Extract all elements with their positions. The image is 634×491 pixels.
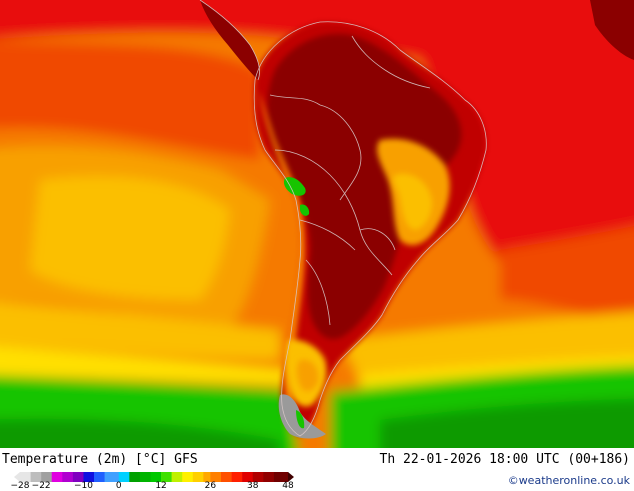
legend-tick-label: 26: [204, 481, 217, 491]
legend-arrow-right: [288, 472, 294, 482]
central-america-landmass: [200, 0, 634, 80]
map-canvas: [0, 0, 634, 448]
legend-tick-label: 48: [282, 481, 294, 491]
legend-swatch: [104, 472, 120, 482]
legend-swatch: [51, 472, 63, 482]
legend-swatch: [273, 472, 289, 482]
legend-tick-label: 12: [155, 481, 167, 491]
legend-swatch: [139, 472, 151, 482]
legend-tick-label: 0: [115, 481, 122, 491]
legend-tick-label: −28: [10, 481, 30, 491]
legend-swatch: [210, 472, 222, 482]
credit-link[interactable]: ©weatheronline.co.uk: [507, 474, 630, 487]
valid-time: Th 22-01-2026 18:00 UTC (00+186): [379, 452, 630, 467]
legend-swatch: [221, 472, 232, 482]
legend-swatch: [83, 472, 95, 482]
legend-swatch: [72, 472, 84, 482]
legend-swatch: [161, 472, 172, 482]
legend-swatch: [171, 472, 183, 482]
legend-swatch: [203, 472, 211, 482]
legend-swatch: [242, 472, 254, 482]
legend-swatch: [20, 472, 31, 482]
legend-arrow-left: [14, 472, 20, 482]
legend-swatch: [30, 472, 42, 482]
legend-tick-label: −10: [73, 481, 93, 491]
legend-swatch: [41, 472, 53, 482]
product-title: Temperature (2m) [°C] GFS: [2, 452, 198, 467]
legend-swatch: [94, 472, 105, 482]
temperature-map: [0, 0, 634, 448]
legend-swatch: [263, 472, 275, 482]
legend-tick-label: −22: [31, 481, 51, 491]
legend-tick-label: 38: [247, 481, 259, 491]
legend-swatch: [129, 472, 141, 482]
legend-swatch: [252, 472, 264, 482]
map-footer: Temperature (2m) [°C] GFS Th 22-01-2026 …: [0, 448, 634, 491]
legend-swatch: [62, 472, 74, 482]
color-scale-legend: [14, 472, 294, 482]
legend-swatch: [182, 472, 194, 482]
legend-swatch: [231, 472, 243, 482]
legend-swatch: [150, 472, 162, 482]
legend-swatch: [192, 472, 204, 482]
country-borders: [199, 0, 487, 437]
legend-swatch: [118, 472, 130, 482]
